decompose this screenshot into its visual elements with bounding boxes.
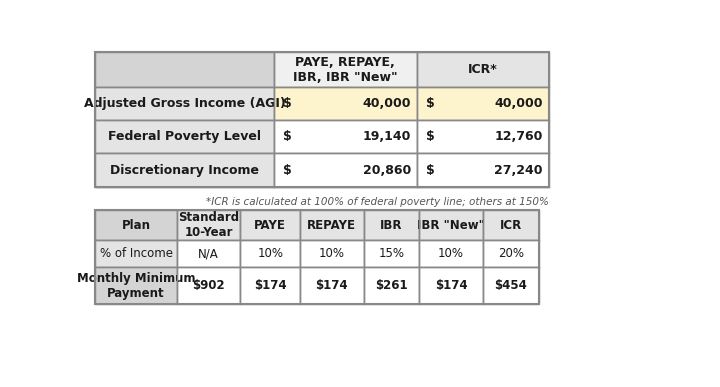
Text: N/A: N/A [198, 247, 219, 260]
Text: 15%: 15% [379, 247, 405, 260]
Bar [240, 267, 300, 305]
Bar [417, 120, 549, 154]
Text: 12,760: 12,760 [494, 130, 543, 144]
Bar [177, 210, 240, 240]
Text: $: $ [283, 97, 292, 110]
Bar [300, 267, 364, 305]
Text: % of Income: % of Income [99, 247, 173, 260]
Bar [274, 120, 417, 154]
Bar [96, 52, 274, 87]
Bar [177, 240, 240, 267]
Bar [417, 87, 549, 120]
Bar [96, 210, 539, 305]
Bar [177, 267, 240, 305]
Text: 20%: 20% [498, 247, 524, 260]
Bar [417, 52, 549, 87]
Bar [96, 87, 274, 120]
Text: $261: $261 [375, 279, 408, 293]
Text: 40,000: 40,000 [494, 97, 543, 110]
Bar [419, 210, 483, 240]
Bar [419, 240, 483, 267]
Text: 40,000: 40,000 [362, 97, 411, 110]
Bar [483, 267, 539, 305]
Text: $174: $174 [315, 279, 348, 293]
Bar [274, 87, 417, 120]
Text: $: $ [426, 97, 435, 110]
Text: 19,140: 19,140 [362, 130, 411, 144]
Bar [96, 52, 549, 187]
Bar [483, 210, 539, 240]
Bar [274, 154, 417, 187]
Bar [96, 120, 274, 154]
Bar [96, 210, 177, 240]
Bar [417, 154, 549, 187]
Text: $174: $174 [435, 279, 467, 293]
Text: ICR*: ICR* [468, 63, 498, 76]
Text: ICR: ICR [500, 219, 522, 231]
Bar [240, 240, 300, 267]
Text: Standard
10-Year: Standard 10-Year [178, 211, 239, 239]
Text: REPAYE: REPAYE [307, 219, 356, 231]
Text: PAYE: PAYE [254, 219, 286, 231]
Bar [300, 210, 364, 240]
Text: 10%: 10% [438, 247, 464, 260]
Text: $454: $454 [495, 279, 527, 293]
Text: $: $ [426, 164, 435, 176]
Bar [364, 267, 419, 305]
Text: IBR: IBR [380, 219, 402, 231]
Text: IBR "New": IBR "New" [418, 219, 485, 231]
Text: $174: $174 [254, 279, 287, 293]
Bar [240, 210, 300, 240]
Bar [364, 240, 419, 267]
Text: Federal Poverty Level: Federal Poverty Level [108, 130, 261, 144]
Bar [483, 240, 539, 267]
Bar [364, 210, 419, 240]
Bar [300, 240, 364, 267]
Text: *ICR is calculated at 100% of federal poverty line; others at 150%: *ICR is calculated at 100% of federal po… [206, 197, 549, 207]
Bar [419, 267, 483, 305]
Bar [96, 240, 177, 267]
Bar [96, 154, 274, 187]
Bar [274, 52, 417, 87]
Text: Monthly Minimum
Payment: Monthly Minimum Payment [77, 272, 195, 300]
Text: Plan: Plan [122, 219, 150, 231]
Text: $: $ [283, 130, 292, 144]
Text: Discretionary Income: Discretionary Income [110, 164, 259, 176]
Text: $902: $902 [192, 279, 225, 293]
Bar [96, 267, 177, 305]
Text: 10%: 10% [257, 247, 283, 260]
Text: 20,860: 20,860 [363, 164, 411, 176]
Text: PAYE, REPAYE,
IBR, IBR "New": PAYE, REPAYE, IBR, IBR "New" [293, 56, 397, 84]
Text: 10%: 10% [319, 247, 345, 260]
Text: $: $ [426, 130, 435, 144]
Text: Adjusted Gross Income (AGI): Adjusted Gross Income (AGI) [84, 97, 285, 110]
Text: $: $ [283, 164, 292, 176]
Text: 27,240: 27,240 [494, 164, 543, 176]
